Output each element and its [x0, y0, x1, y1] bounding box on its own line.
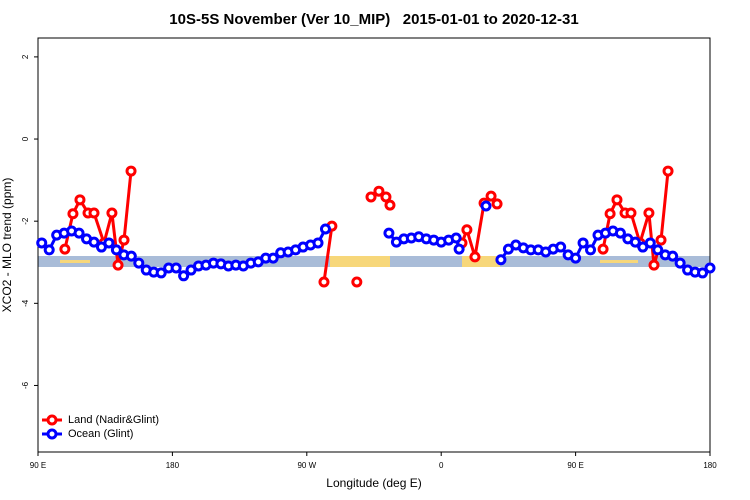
- data-point: [450, 232, 462, 244]
- data-point: [112, 259, 124, 271]
- land-band: [330, 256, 390, 267]
- y-axis-label: XCO2 - MLO trend (ppm): [0, 178, 14, 313]
- data-point: [170, 262, 182, 274]
- data-point: [133, 257, 145, 269]
- data-point: [373, 185, 385, 197]
- data-point: [629, 236, 641, 248]
- data-point: [351, 276, 363, 288]
- data-point: [604, 208, 616, 220]
- data-point: [648, 259, 660, 271]
- data-point: [384, 199, 396, 211]
- x-tick-label: 90 W: [297, 461, 316, 470]
- data-point: [461, 224, 473, 236]
- data-point: [614, 227, 626, 239]
- data-point: [43, 244, 55, 256]
- data-point: [662, 165, 674, 177]
- land-band: [462, 256, 500, 267]
- data-point: [655, 234, 667, 246]
- land-band: [60, 260, 90, 263]
- data-point: [88, 207, 100, 219]
- data-point: [644, 237, 656, 249]
- data-point: [697, 267, 709, 279]
- data-point: [178, 270, 190, 282]
- data-point: [59, 243, 71, 255]
- data-point: [118, 234, 130, 246]
- x-tick-label: 180: [166, 461, 180, 470]
- data-point: [674, 257, 686, 269]
- chart-title: 10S-5S November (Ver 10_MIP) 2015-01-01 …: [169, 11, 578, 28]
- data-point: [555, 241, 567, 253]
- surface-band: [38, 256, 710, 267]
- data-point: [383, 227, 395, 239]
- legend-label: Ocean (Glint): [68, 428, 133, 440]
- data-point: [312, 237, 324, 249]
- data-point: [652, 244, 664, 256]
- data-point: [469, 251, 481, 263]
- x-tick-label: 90 E: [30, 461, 46, 470]
- data-point: [67, 208, 79, 220]
- data-point: [453, 243, 465, 255]
- y-tick-label: -4: [21, 299, 30, 307]
- data-point: [319, 223, 331, 235]
- data-point: [495, 254, 507, 266]
- data-point: [570, 252, 582, 264]
- x-tick-label: 0: [439, 461, 444, 470]
- data-point: [480, 200, 492, 212]
- data-point: [597, 243, 609, 255]
- data-point: [267, 252, 279, 264]
- data-point: [74, 194, 86, 206]
- y-tick-label: 0: [21, 136, 30, 141]
- y-tick-label: -6: [21, 381, 30, 389]
- legend-marker: [46, 428, 58, 440]
- data-point: [491, 198, 503, 210]
- data-point: [380, 191, 392, 203]
- data-point: [155, 267, 167, 279]
- data-point: [36, 237, 48, 249]
- data-point: [73, 227, 85, 239]
- data-point: [88, 236, 100, 248]
- data-point: [611, 194, 623, 206]
- data-point: [485, 190, 497, 202]
- data-point: [643, 207, 655, 219]
- data-point: [110, 244, 122, 256]
- land-band: [600, 260, 638, 263]
- legend-marker: [46, 414, 58, 426]
- plot-frame: [37, 37, 711, 453]
- x-axis-label: Longitude (deg E): [326, 476, 421, 490]
- data-point: [125, 165, 137, 177]
- data-point: [365, 191, 377, 203]
- data-point: [577, 237, 589, 249]
- data-point: [704, 262, 716, 274]
- data-point: [625, 207, 637, 219]
- x-tick-label: 90 E: [567, 461, 583, 470]
- y-tick-label: 2: [21, 54, 30, 59]
- y-tick-label: -2: [21, 217, 30, 225]
- data-point: [667, 250, 679, 262]
- legend-label: Land (Nadir&Glint): [68, 414, 159, 426]
- data-point: [103, 237, 115, 249]
- data-point: [125, 250, 137, 262]
- data-point: [585, 244, 597, 256]
- x-tick-label: 180: [703, 461, 717, 470]
- data-point: [106, 207, 118, 219]
- data-point: [318, 276, 330, 288]
